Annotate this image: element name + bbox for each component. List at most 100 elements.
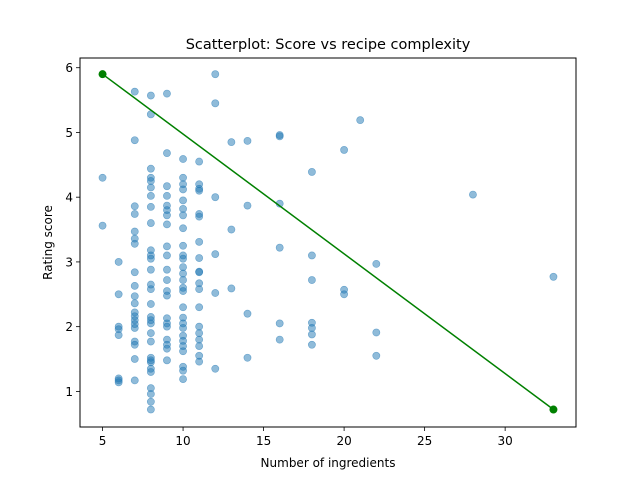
scatter-point <box>146 254 155 263</box>
points-layer <box>98 70 558 414</box>
scatter-point <box>549 272 558 281</box>
scatter-point <box>307 251 316 260</box>
y-tick-label: 5 <box>65 126 73 140</box>
scatter-point <box>307 340 316 349</box>
scatter-point <box>146 390 155 398</box>
scatter-point <box>243 201 252 210</box>
chart-title: Scatterplot: Score vs recipe complexity <box>186 37 471 53</box>
scatter-point <box>195 322 204 331</box>
scatter-point <box>179 173 187 182</box>
scatter-point <box>211 250 220 259</box>
scatter-point <box>163 344 171 353</box>
x-axis-label: Number of ingredients <box>261 456 396 470</box>
scatter-point <box>163 182 171 191</box>
scatter-point <box>275 132 284 141</box>
scatter-point <box>211 99 220 108</box>
scatter-point <box>179 324 187 332</box>
x-tick-label: 15 <box>256 434 271 448</box>
scatter-point <box>275 319 284 328</box>
scatter-point <box>179 204 187 213</box>
scatter-point <box>130 292 139 301</box>
scatter-point <box>356 116 365 125</box>
scatter-point <box>130 202 139 211</box>
scatter-point <box>146 300 155 308</box>
scatter-point <box>130 355 139 363</box>
scatter-point <box>98 173 107 182</box>
scatter-point <box>372 351 381 360</box>
trend-line-endpoint <box>98 70 107 79</box>
scatter-point <box>163 220 171 229</box>
scatter-point <box>340 146 348 154</box>
scatter-point <box>146 219 155 227</box>
scatter-point <box>163 322 171 331</box>
scatter-point <box>275 243 284 252</box>
scatter-point <box>146 337 155 346</box>
scatter-point <box>195 329 204 338</box>
scatter-point <box>227 138 236 147</box>
scatter-point <box>340 290 348 299</box>
y-tick-label: 2 <box>65 320 73 334</box>
scatter-point <box>163 89 171 98</box>
trend-line <box>102 73 554 411</box>
scatter-point <box>179 185 187 194</box>
scatter-point <box>163 211 171 220</box>
scatter-point <box>146 91 155 100</box>
scatter-point <box>469 190 477 199</box>
scatter-point <box>195 335 204 344</box>
scatter-point <box>146 265 155 274</box>
scatter-point <box>195 186 204 195</box>
scatter-point <box>179 287 187 295</box>
scatter-point <box>179 263 187 271</box>
scatter-point <box>211 364 220 373</box>
scatter-point <box>372 259 381 268</box>
x-tick-label: 10 <box>175 434 190 448</box>
y-axis-label: Rating score <box>41 205 55 280</box>
scatter-point <box>130 227 139 236</box>
scatter-point <box>146 319 155 328</box>
scatter-point <box>130 281 139 290</box>
scatter-point <box>179 254 187 263</box>
y-tick-label: 3 <box>65 255 73 269</box>
x-tick-label: 25 <box>417 434 432 448</box>
y-axis: 1 2 3 4 5 6 <box>65 61 80 399</box>
scatter-point <box>372 328 381 337</box>
scatter-point <box>130 136 139 145</box>
scatter-point <box>130 376 139 385</box>
scatter-point <box>114 378 123 387</box>
scatter-point <box>307 276 316 284</box>
scatter-point <box>130 239 139 248</box>
x-tick-label: 5 <box>99 434 107 448</box>
scatter-point <box>146 358 155 367</box>
scatter-point <box>146 183 155 192</box>
scatter-point <box>179 276 187 284</box>
scatter-point <box>146 285 155 294</box>
scatter-point <box>146 177 155 185</box>
scatter-point <box>179 303 187 312</box>
scatter-point <box>179 224 187 233</box>
scatter-point <box>163 191 171 200</box>
scatter-point <box>163 251 171 260</box>
scatter-point <box>195 254 204 262</box>
scatter-point <box>146 405 155 414</box>
scatter-point <box>98 221 107 230</box>
scatter-point <box>130 340 139 349</box>
scatter-point <box>130 87 139 96</box>
y-tick-label: 1 <box>65 385 73 399</box>
scatter-point <box>163 276 171 284</box>
scatter-point <box>179 375 187 383</box>
scatter-point <box>211 70 220 79</box>
y-tick-label: 6 <box>65 61 73 75</box>
scatter-point <box>179 241 187 250</box>
x-tick-label: 30 <box>498 434 513 448</box>
scatter-point <box>114 258 123 266</box>
scatter-point <box>146 368 155 376</box>
scatter-point <box>195 268 204 277</box>
scatter-point <box>114 290 123 299</box>
scatter-point <box>179 269 187 278</box>
x-axis: 5 10 15 20 25 30 <box>99 427 513 448</box>
x-tick-label: 20 <box>336 434 351 448</box>
scatter-point <box>211 193 220 202</box>
scatter-point <box>243 136 252 145</box>
scatter-point <box>195 237 204 246</box>
